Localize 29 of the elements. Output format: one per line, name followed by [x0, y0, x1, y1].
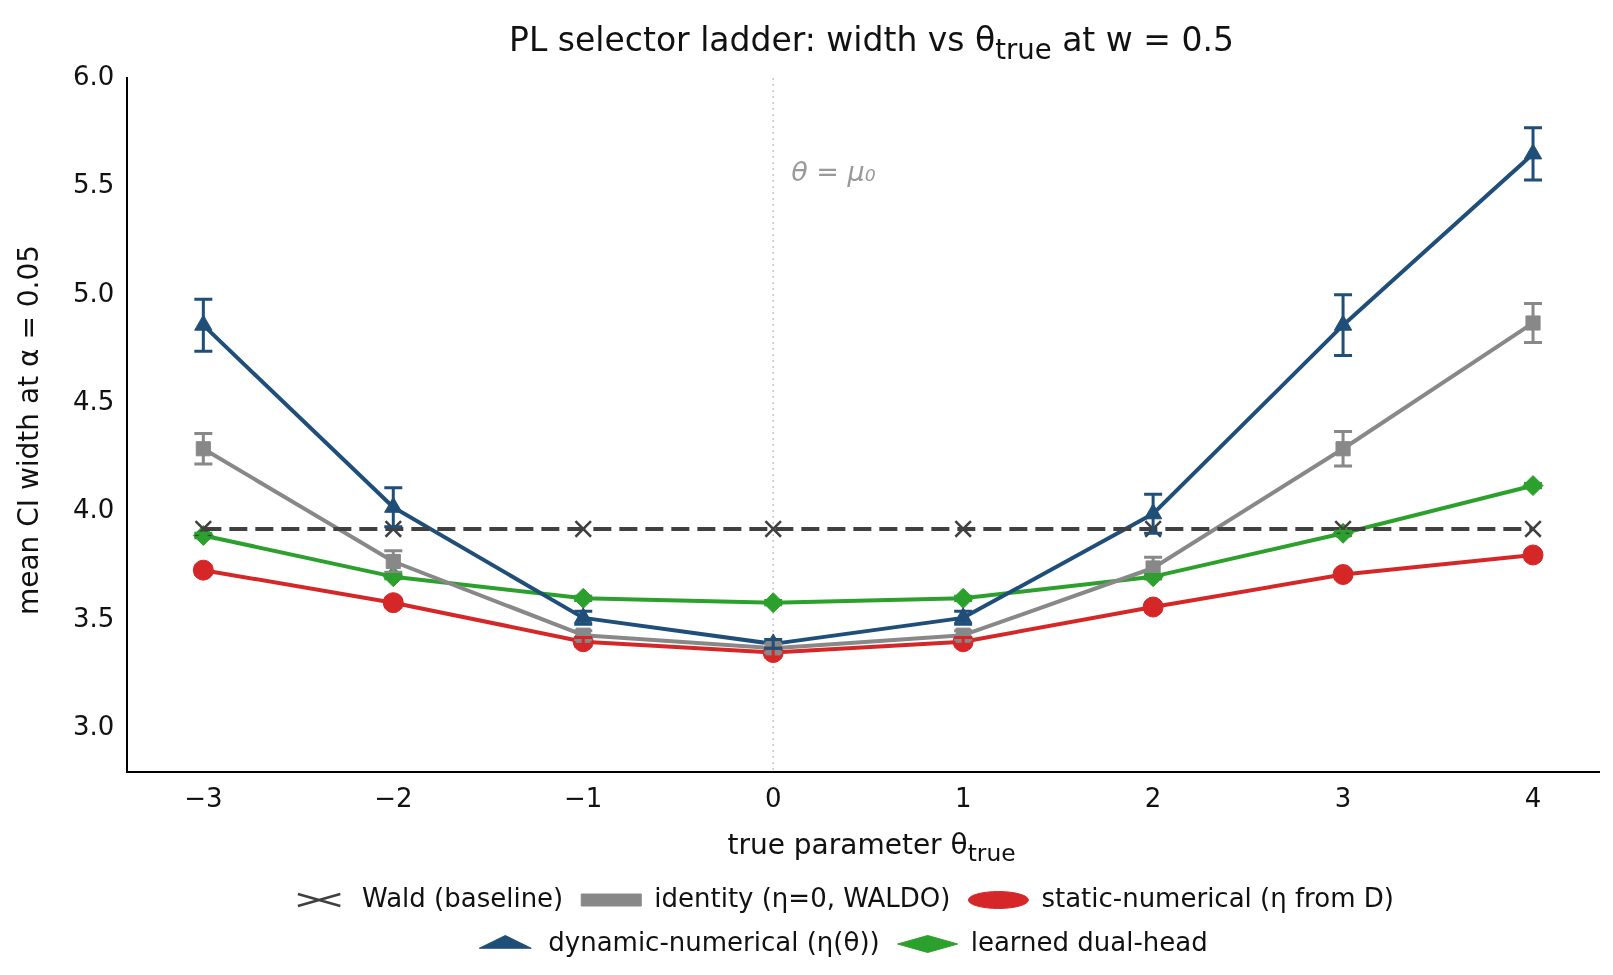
x-tick-label: 2 — [1144, 783, 1162, 814]
x-tick-label: 3 — [1334, 783, 1352, 814]
point — [764, 519, 783, 538]
point — [574, 519, 593, 538]
legend-label: learned dual-head — [970, 926, 1208, 957]
point — [1523, 519, 1543, 538]
chart-title: PL selector ladder: width vs θ$_{true}$ at w = 0.5 — [508, 20, 1235, 65]
y-tick-label: 5.5 — [72, 169, 115, 200]
legend-label: Wald (baseline) — [362, 882, 564, 913]
y-tick-label: 3.5 — [72, 602, 115, 633]
y-tick-label: 5.0 — [72, 277, 115, 308]
legend-label: dynamic-numerical (η(θ)) — [548, 926, 880, 957]
x-tick-label: −1 — [564, 783, 603, 814]
x-tick-label: 4 — [1524, 783, 1542, 814]
y-axis-title: mean CI width at α = 0.05 — [11, 244, 45, 616]
point — [1525, 315, 1541, 331]
x-tick-label: 1 — [954, 783, 972, 814]
legend-label: static-numerical (η from D) — [1041, 882, 1394, 913]
y-tick-label: 4.5 — [72, 385, 115, 416]
x-tick-label: −2 — [374, 783, 413, 814]
ref-line-label: θ = μ₀ — [791, 156, 876, 188]
y-tick-label: 6.0 — [72, 60, 115, 91]
point — [954, 519, 973, 538]
x-tick-label: 0 — [764, 783, 782, 814]
y-tick-label: 3.0 — [72, 711, 115, 742]
x-axis-title: true parameter θ$_{true}$ — [726, 828, 1017, 867]
legend-label: identity (η=0, WALDO) — [654, 882, 951, 913]
x-tick-label: −3 — [184, 783, 223, 814]
y-tick-label: 4.0 — [72, 494, 115, 525]
